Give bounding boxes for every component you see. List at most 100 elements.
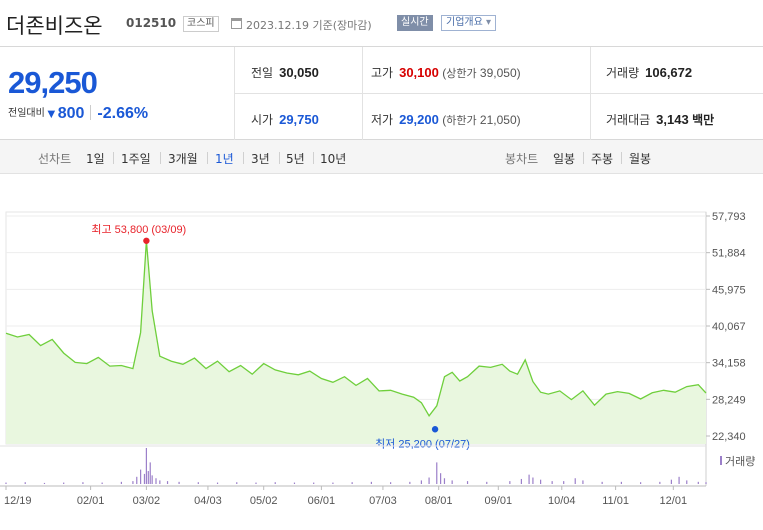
upper-limit-label: 상한가 xyxy=(446,67,477,80)
volume-bar xyxy=(659,481,661,484)
price-change: 전일대비▼800 -2.66% xyxy=(8,104,148,123)
lower-limit-label: 하한가 xyxy=(446,114,477,127)
realtime-button[interactable]: 실시간 xyxy=(397,15,433,31)
x-tick-label: 11/01 xyxy=(602,495,629,507)
y-tick-label: 57,793 xyxy=(712,211,746,223)
volume-bar xyxy=(136,476,138,484)
volume-bar xyxy=(697,481,699,484)
down-arrow-icon: ▼ xyxy=(44,106,58,121)
volume-bar xyxy=(166,481,169,484)
divider xyxy=(313,152,314,164)
volume-bar xyxy=(120,481,122,484)
trade-value: 거래대금 3,143 백만 xyxy=(606,111,714,128)
company-overview-label: 기업개요 xyxy=(446,17,483,28)
volume-bar xyxy=(63,482,65,484)
volume-bar xyxy=(351,482,353,484)
company-overview-button[interactable]: 기업개요 ▾ xyxy=(441,15,497,31)
chevron-down-icon: ▾ xyxy=(486,17,492,28)
volume-bar xyxy=(528,474,530,484)
tab-3y[interactable]: 3년 xyxy=(251,152,270,166)
volume-bar xyxy=(5,482,7,484)
low-label: 최저 25,200 (07/27) xyxy=(375,437,470,450)
change-percent: -2.66% xyxy=(97,105,149,122)
prev-close-value: 30,050 xyxy=(279,65,319,80)
volume-bar xyxy=(313,482,315,484)
price-chart-svg: 57,793 51,884 45,975 40,067 34,158 28,249 22,3… xyxy=(0,211,755,507)
volume-bar xyxy=(486,481,488,484)
candle-chart-label: 봉차트 xyxy=(505,152,539,166)
tab-daily[interactable]: 일봉 xyxy=(553,152,576,166)
volume-bar xyxy=(686,480,688,484)
tab-3m[interactable]: 3개월 xyxy=(168,152,198,166)
divider xyxy=(234,47,235,141)
low-marker xyxy=(431,426,439,433)
x-tick-label: 02/01 xyxy=(77,495,105,507)
volume-bar xyxy=(509,481,511,484)
divider xyxy=(621,152,622,164)
x-tick-label: 12/01 xyxy=(660,495,688,507)
prev-close: 전일 30,050 xyxy=(251,64,319,81)
volume-bar xyxy=(551,481,553,484)
lower-limit: (하한가 21,050) xyxy=(442,113,521,127)
volume-value: 106,672 xyxy=(645,65,693,80)
volume-bar xyxy=(145,448,147,484)
divider xyxy=(90,105,92,120)
tab-monthly[interactable]: 월봉 xyxy=(629,152,652,166)
stock-code: 012510 xyxy=(126,16,177,30)
volume-bar xyxy=(409,481,411,484)
volume-bar xyxy=(670,479,672,484)
volume-bar xyxy=(420,480,422,484)
market-badge: 코스피 xyxy=(183,16,219,32)
trade-value-unit: 백만 xyxy=(692,113,715,127)
calendar-icon xyxy=(231,18,242,29)
low-value: 29,200 xyxy=(399,112,439,127)
high-marker xyxy=(143,237,150,244)
y-tick-label: 45,975 xyxy=(712,284,746,296)
price-area xyxy=(6,240,706,444)
volume-bar xyxy=(574,478,576,484)
volume-bar xyxy=(147,471,149,484)
volume-bar xyxy=(197,482,199,484)
lower-limit-value: 21,050 xyxy=(479,113,517,127)
volume-bar xyxy=(82,482,84,484)
volume-legend-label: 거래량 xyxy=(725,455,755,468)
y-tick-label: 28,249 xyxy=(712,394,746,406)
volume-bar xyxy=(43,482,46,484)
current-price: 29,250 xyxy=(8,65,98,100)
volume-bar xyxy=(705,482,707,484)
x-tick-label: 05/02 xyxy=(250,495,278,507)
tab-10y[interactable]: 10년 xyxy=(320,152,347,166)
x-tick-label: 10/04 xyxy=(548,495,576,507)
volume-bar xyxy=(332,482,334,484)
tab-1d[interactable]: 1일 xyxy=(86,152,105,166)
volume-bar xyxy=(640,482,642,484)
volume-bar xyxy=(140,469,142,484)
high-label: 고가 xyxy=(371,66,394,80)
volume-bar xyxy=(216,482,219,484)
line-chart-label: 선차트 xyxy=(38,152,72,166)
upper-limit-value: 39,050 xyxy=(479,66,517,80)
y-tick-label: 22,340 xyxy=(712,431,746,443)
tab-5y[interactable]: 5년 xyxy=(286,152,305,166)
low-price: 저가 29,200 (하한가 21,050) xyxy=(371,111,521,128)
divider xyxy=(590,47,591,141)
tab-1y[interactable]: 1년 xyxy=(215,152,234,166)
volume: 거래량 106,672 xyxy=(606,64,692,81)
volume-bar xyxy=(563,481,565,484)
volume-bar xyxy=(155,478,157,484)
volume-bar xyxy=(532,477,534,484)
volume-bar xyxy=(151,475,153,484)
volume-bar xyxy=(466,481,469,484)
stock-header: 더존비즈온 012510 코스피 2023.12.19 기준(장마감) 실시간 … xyxy=(0,0,763,46)
volume-bar xyxy=(440,473,442,484)
divider xyxy=(160,152,161,164)
tab-weekly[interactable]: 주봉 xyxy=(591,152,614,166)
volume-bar xyxy=(255,482,257,484)
x-tick-label: 08/01 xyxy=(425,495,453,507)
y-tick-label: 34,158 xyxy=(712,358,746,370)
tab-1w[interactable]: 1주일 xyxy=(121,152,151,166)
volume-bar xyxy=(678,476,680,484)
stock-name: 더존비즈온 xyxy=(6,14,103,38)
x-tick-label: 09/01 xyxy=(485,495,513,507)
volume-bar xyxy=(620,481,622,484)
